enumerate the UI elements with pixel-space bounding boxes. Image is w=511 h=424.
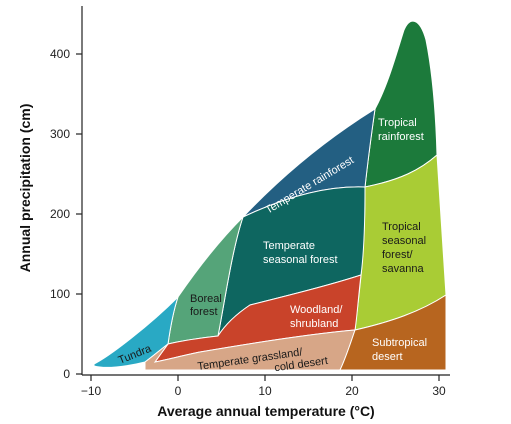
y-tick-label: 200 [50,207,70,221]
x-tick-label: 20 [345,384,359,398]
y-tick-label: 0 [63,367,70,381]
label-tropical-rainforest: Tropical rainforest [378,117,424,143]
label-tsf-line1: Tropical [382,221,421,233]
y-tick-label: 100 [50,287,70,301]
axes [76,6,450,381]
x-axis-title: Average annual temperature (°C) [157,403,374,419]
x-tick-label: 10 [258,384,272,398]
label-tropical-seasonal-forest-savanna: Tropical seasonal forest/ savanna [382,221,429,275]
y-axis-title: Annual precipitation (cm) [17,104,33,273]
label-tsf-line3: forest/ [382,249,414,261]
x-tick-label: −10 [81,384,102,398]
label-boreal-forest-line1: Boreal [190,293,222,305]
label-woodland-shrubland-line2: shrubland [290,318,338,330]
y-tick-label: 400 [50,47,70,61]
x-tick-label: 0 [175,384,182,398]
label-boreal-forest-line2: forest [190,306,218,318]
label-tropical-rainforest-line1: Tropical [378,117,417,129]
label-temperate-seasonal-forest: Temperate seasonal forest [263,240,338,266]
y-tick-label: 300 [50,127,70,141]
label-tropical-rainforest-line2: rainforest [378,131,424,143]
label-boreal-forest: Boreal forest [190,293,225,318]
region-subtropical-desert [339,294,447,371]
label-woodland-shrubland-line1: Woodland/ [290,304,343,316]
label-temperate-seasonal-forest-line1: Temperate [263,240,315,252]
label-subtropical-desert: Subtropical desert [372,337,430,363]
label-subtropical-desert-line2: desert [372,351,403,363]
label-subtropical-desert-line1: Subtropical [372,337,427,349]
region-tropical-rainforest [364,20,438,188]
x-tick-label: 30 [432,384,446,398]
label-woodland-shrubland: Woodland/ shrubland [290,304,345,330]
label-temperate-seasonal-forest-line2: seasonal forest [263,254,338,266]
label-tsf-line4: savanna [382,263,424,275]
label-tsf-line2: seasonal [382,235,426,247]
